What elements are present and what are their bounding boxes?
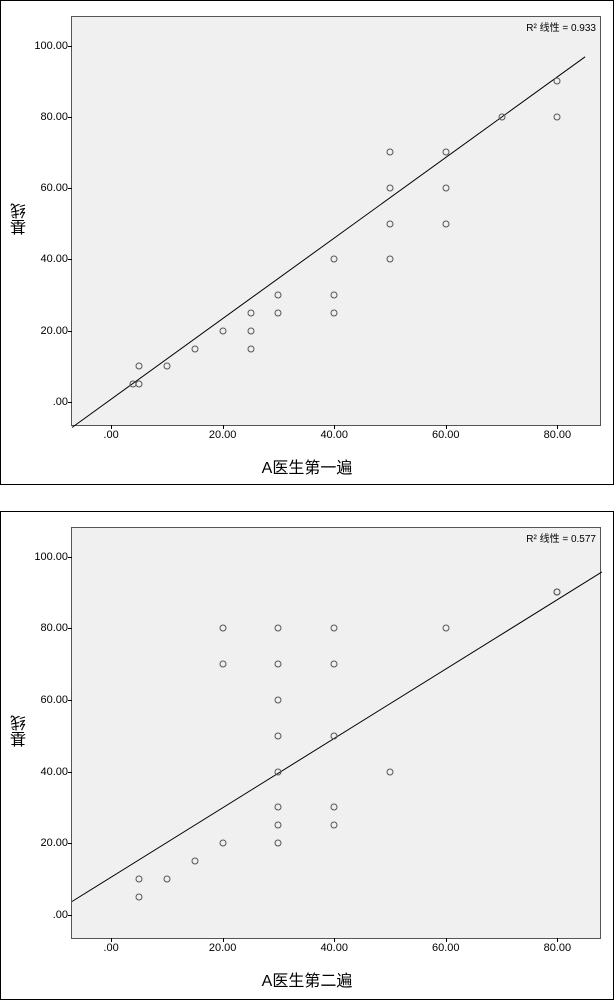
ytick-label: 60.00 bbox=[40, 182, 68, 194]
scatter-marker bbox=[387, 768, 394, 775]
chart-gap bbox=[0, 485, 614, 511]
xtick-label: 80.00 bbox=[544, 942, 572, 954]
scatter-marker bbox=[191, 345, 198, 352]
ytick bbox=[68, 402, 72, 403]
chart-2-xlabel: A医生第二遍 bbox=[1, 967, 613, 991]
chart-2-r2-label: R² 线性 = 0.577 bbox=[526, 530, 596, 545]
scatter-marker bbox=[275, 768, 282, 775]
ytick bbox=[68, 259, 72, 260]
scatter-marker bbox=[554, 113, 561, 120]
scatter-marker bbox=[387, 256, 394, 263]
scatter-marker bbox=[275, 732, 282, 739]
ytick bbox=[68, 331, 72, 332]
chart-2-ylabel: 基线 bbox=[9, 715, 33, 747]
xtick-label: .00 bbox=[103, 942, 118, 954]
scatter-marker bbox=[219, 661, 226, 668]
chart-2: R² 线性 = 0.577 .00 20.00 40.00 60.00 80.00 100… bbox=[0, 511, 614, 1000]
scatter-marker bbox=[554, 589, 561, 596]
scatter-marker bbox=[275, 822, 282, 829]
regression-line bbox=[72, 56, 586, 428]
xtick-label: 60.00 bbox=[432, 942, 460, 954]
scatter-marker bbox=[247, 309, 254, 316]
chart-1-frame: R² 线性 = 0.933 .00 20.00 40.00 60.00 80.00 100… bbox=[0, 0, 614, 485]
xtick-label: 80.00 bbox=[544, 429, 572, 441]
chart-1-ylabel: 基线 bbox=[9, 203, 33, 235]
scatter-marker bbox=[275, 804, 282, 811]
ytick bbox=[68, 188, 72, 189]
xtick-label: 40.00 bbox=[320, 942, 348, 954]
chart-1-xlabel: A医生第一遍 bbox=[1, 454, 613, 478]
scatter-marker bbox=[275, 309, 282, 316]
ytick bbox=[68, 700, 72, 701]
ytick bbox=[68, 915, 72, 916]
scatter-marker bbox=[163, 363, 170, 370]
scatter-marker bbox=[331, 822, 338, 829]
scatter-marker bbox=[442, 185, 449, 192]
scatter-marker bbox=[275, 661, 282, 668]
scatter-marker bbox=[135, 894, 142, 901]
ytick-label: 40.00 bbox=[40, 766, 68, 778]
scatter-marker bbox=[191, 858, 198, 865]
scatter-marker bbox=[442, 220, 449, 227]
ytick-label: 20.00 bbox=[40, 837, 68, 849]
scatter-marker bbox=[387, 149, 394, 156]
scatter-marker bbox=[275, 292, 282, 299]
scatter-marker bbox=[442, 625, 449, 632]
scatter-marker bbox=[135, 876, 142, 883]
scatter-marker bbox=[331, 309, 338, 316]
scatter-marker bbox=[135, 363, 142, 370]
chart-1: R² 线性 = 0.933 .00 20.00 40.00 60.00 80.00 100… bbox=[0, 0, 614, 485]
ytick-label: .00 bbox=[53, 396, 68, 408]
ytick-label: 100.00 bbox=[34, 40, 68, 52]
scatter-marker bbox=[163, 876, 170, 883]
scatter-marker bbox=[387, 220, 394, 227]
scatter-marker bbox=[331, 625, 338, 632]
scatter-marker bbox=[247, 327, 254, 334]
scatter-marker bbox=[247, 345, 254, 352]
scatter-marker bbox=[554, 78, 561, 85]
scatter-marker bbox=[331, 661, 338, 668]
ytick-label: 60.00 bbox=[40, 694, 68, 706]
ytick-label: 40.00 bbox=[40, 253, 68, 265]
scatter-marker bbox=[275, 696, 282, 703]
ytick bbox=[68, 628, 72, 629]
ytick bbox=[68, 772, 72, 773]
scatter-marker bbox=[275, 840, 282, 847]
chart-1-plot-area: R² 线性 = 0.933 .0020.0040.0060.0080.00100… bbox=[71, 16, 601, 426]
scatter-marker bbox=[387, 185, 394, 192]
ytick bbox=[68, 843, 72, 844]
scatter-marker bbox=[219, 625, 226, 632]
scatter-marker bbox=[442, 149, 449, 156]
chart-1-r2-label: R² 线性 = 0.933 bbox=[526, 19, 596, 34]
ytick-label: 20.00 bbox=[40, 325, 68, 337]
xtick-label: .00 bbox=[103, 429, 118, 441]
scatter-marker bbox=[331, 732, 338, 739]
ytick bbox=[68, 557, 72, 558]
ytick bbox=[68, 117, 72, 118]
ytick-label: .00 bbox=[53, 909, 68, 921]
xtick-label: 20.00 bbox=[209, 942, 237, 954]
scatter-marker bbox=[275, 625, 282, 632]
ytick bbox=[68, 46, 72, 47]
scatter-marker bbox=[219, 840, 226, 847]
chart-2-frame: R² 线性 = 0.577 .00 20.00 40.00 60.00 80.00 100… bbox=[0, 511, 614, 1000]
ytick-label: 80.00 bbox=[40, 622, 68, 634]
xtick-label: 60.00 bbox=[432, 429, 460, 441]
scatter-marker bbox=[331, 804, 338, 811]
scatter-marker bbox=[219, 327, 226, 334]
scatter-marker bbox=[331, 256, 338, 263]
scatter-marker bbox=[498, 113, 505, 120]
scatter-marker bbox=[331, 292, 338, 299]
ytick-label: 80.00 bbox=[40, 111, 68, 123]
scatter-marker bbox=[135, 381, 142, 388]
xtick-label: 40.00 bbox=[320, 429, 348, 441]
ytick-label: 100.00 bbox=[34, 551, 68, 563]
xtick-label: 20.00 bbox=[209, 429, 237, 441]
chart-2-plot-area: R² 线性 = 0.577 .0020.0040.0060.0080.00100… bbox=[71, 527, 601, 939]
